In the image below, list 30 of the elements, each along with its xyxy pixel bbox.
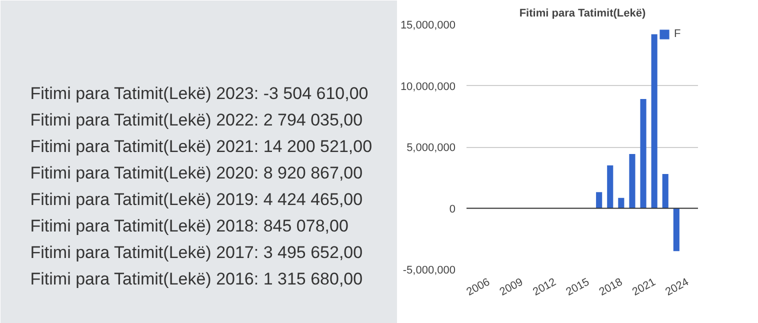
text: Fitimi para Tatimit(Lekë) 2019: 4 424 465,00 bbox=[30, 190, 363, 209]
text: Fitimi para Tatimit(Lekë) 2020: 8 920 867,00 bbox=[30, 164, 363, 182]
x-tick-label: 2006 bbox=[464, 276, 492, 298]
x-tick-label: 2018 bbox=[597, 276, 625, 298]
text: Fitimi para Tatimit(Lekë) 2016: 1 315 680,00 bbox=[30, 270, 363, 288]
x-tick-label: 2015 bbox=[564, 276, 592, 298]
x-tick-label: 2021 bbox=[630, 276, 658, 298]
y-tick-label: 5,000,000 bbox=[406, 142, 456, 154]
text: Fitimi para Tatimit(Lekë) 2021: 14 200 521,00 bbox=[30, 137, 372, 156]
bar bbox=[640, 98, 646, 208]
y-tick-label: 15,000,000 bbox=[400, 20, 456, 32]
text: Fitimi para Tatimit(Lekë) 2017: 3 495 652,00 bbox=[30, 243, 363, 262]
x-tick-label: 2012 bbox=[531, 276, 558, 298]
legend-label: F bbox=[674, 28, 682, 40]
text: Fitimi para Tatimit(Lekë) 2018: 845 078,00 bbox=[30, 216, 348, 236]
y-tick-label: 0 bbox=[449, 203, 456, 216]
bar bbox=[607, 165, 614, 208]
bar bbox=[629, 154, 636, 208]
bar bbox=[618, 198, 624, 208]
bar bbox=[651, 34, 658, 208]
text: Fitimi para Tatimit(Lekë) 2023: -3 504 610,00 bbox=[30, 84, 368, 103]
y-tick-label: -5,000,000 bbox=[402, 264, 456, 276]
bar bbox=[662, 174, 668, 208]
text: Fitimi para Tatimit(Lekë) 2022: 2 794 035,00 bbox=[30, 110, 363, 130]
x-tick-label: 2009 bbox=[498, 276, 526, 298]
bar bbox=[673, 208, 680, 252]
bar bbox=[596, 192, 602, 208]
x-tick-label: 2024 bbox=[664, 276, 691, 298]
y-tick-label: 10,000,000 bbox=[400, 80, 456, 93]
chart-title: Fitimi para Tatimit(Lekë) bbox=[519, 8, 646, 20]
